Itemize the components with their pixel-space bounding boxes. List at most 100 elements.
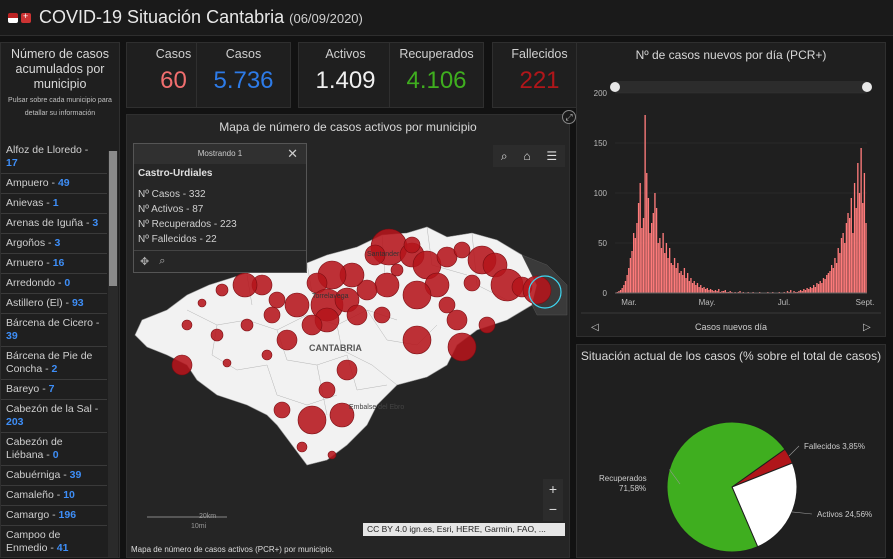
bar[interactable] — [700, 285, 702, 293]
case-bubble[interactable] — [403, 236, 421, 254]
case-bubble[interactable] — [222, 358, 232, 368]
bar[interactable] — [688, 281, 690, 293]
chevron-left-icon[interactable]: ◁ — [591, 322, 599, 333]
bar[interactable] — [822, 278, 825, 293]
bar[interactable] — [835, 263, 838, 293]
sidebar-scrollbar[interactable] — [108, 151, 118, 557]
case-bubble[interactable] — [273, 401, 291, 419]
case-bubble[interactable] — [373, 306, 391, 324]
case-bubble[interactable] — [478, 316, 496, 334]
map-panel[interactable]: Santander Torrelavega CANTABRIA Embalse … — [126, 114, 570, 558]
bar[interactable] — [633, 233, 635, 293]
bar[interactable] — [693, 281, 695, 293]
bar[interactable] — [682, 275, 684, 293]
bar[interactable] — [673, 258, 676, 293]
layer-list-icon[interactable]: ☰ — [546, 149, 558, 163]
bar[interactable] — [814, 287, 816, 293]
case-bubble[interactable] — [276, 329, 298, 351]
bar[interactable] — [685, 278, 687, 293]
bar[interactable] — [832, 268, 834, 293]
bar[interactable] — [811, 288, 813, 293]
zoom-out-button[interactable]: − — [548, 501, 558, 517]
bar[interactable] — [729, 291, 731, 293]
bar[interactable] — [844, 243, 846, 293]
bar[interactable] — [827, 273, 830, 293]
municipality-item[interactable]: Anievas - 1 — [1, 194, 107, 214]
bar[interactable] — [631, 251, 633, 293]
case-bubble[interactable] — [171, 354, 193, 376]
range-slider-handle[interactable] — [862, 82, 872, 92]
bar[interactable] — [790, 290, 792, 293]
case-bubble[interactable] — [240, 318, 254, 332]
bar[interactable] — [655, 208, 658, 293]
bar[interactable] — [706, 288, 708, 293]
bar[interactable] — [826, 275, 828, 293]
scrollbar-thumb[interactable] — [109, 151, 117, 286]
case-bubble[interactable] — [356, 279, 378, 301]
bar[interactable] — [842, 233, 844, 293]
bar[interactable] — [831, 265, 833, 293]
bar[interactable] — [644, 115, 646, 293]
range-slider-track[interactable] — [615, 81, 867, 93]
close-icon[interactable]: ✕ — [287, 146, 298, 161]
bar[interactable] — [816, 283, 818, 293]
bar[interactable] — [852, 233, 854, 293]
municipality-item[interactable]: Camaleño - 10 — [1, 486, 107, 506]
bar[interactable] — [840, 238, 843, 293]
municipality-item[interactable]: Arnuero - 16 — [1, 254, 107, 274]
municipality-item[interactable]: Campoo de Enmedio - 41 — [1, 526, 107, 557]
case-bubble[interactable] — [402, 325, 432, 355]
bar[interactable] — [641, 228, 643, 293]
bar[interactable] — [711, 290, 713, 293]
bar[interactable] — [696, 283, 699, 293]
bar[interactable] — [803, 289, 805, 293]
case-bubble[interactable] — [346, 304, 368, 326]
case-bubble[interactable] — [402, 280, 432, 310]
case-bubble[interactable] — [463, 274, 481, 292]
bar[interactable] — [786, 291, 789, 293]
bar[interactable] — [687, 273, 689, 293]
case-bubble[interactable] — [232, 272, 258, 298]
bar[interactable] — [669, 248, 671, 293]
municipality-item[interactable]: Alfoz de Lloredo - 17 — [1, 141, 107, 174]
case-bubble[interactable] — [438, 296, 456, 314]
case-bubble[interactable] — [446, 309, 468, 331]
bar[interactable] — [623, 285, 625, 293]
bar[interactable] — [670, 263, 672, 293]
pie-slice[interactable] — [731, 462, 798, 548]
bar[interactable] — [857, 163, 859, 293]
map-canvas[interactable]: Santander Torrelavega CANTABRIA Embalse … — [127, 115, 570, 558]
case-bubble[interactable] — [268, 291, 286, 309]
case-bubble[interactable] — [318, 381, 336, 399]
bar[interactable] — [839, 253, 841, 293]
bar[interactable] — [808, 289, 810, 293]
bar[interactable] — [716, 291, 718, 293]
map-attribution[interactable]: CC BY 4.0 ign.es, Esri, HERE, Garmin, FA… — [363, 523, 565, 536]
bar[interactable] — [665, 243, 668, 293]
case-bubble[interactable] — [329, 402, 355, 428]
bar[interactable] — [724, 290, 726, 293]
municipality-item[interactable]: Bárcena de Pie de Concha - 2 — [1, 347, 107, 380]
expand-icon[interactable]: ⤢ — [562, 110, 576, 124]
case-bubble[interactable] — [327, 450, 337, 460]
bar[interactable] — [683, 268, 686, 293]
municipality-item[interactable]: Bárcena de Cicero - 39 — [1, 314, 107, 347]
bar[interactable] — [798, 291, 800, 293]
bar[interactable] — [675, 268, 677, 293]
bar[interactable] — [691, 283, 694, 293]
municipality-item[interactable]: Cabezón de Liébana - 0 — [1, 433, 107, 466]
bar[interactable] — [855, 208, 857, 293]
bar[interactable] — [817, 284, 820, 293]
bar[interactable] — [862, 203, 864, 293]
case-bubble[interactable] — [261, 349, 273, 361]
bar[interactable] — [804, 290, 807, 293]
bar[interactable] — [660, 248, 663, 293]
bar[interactable] — [662, 233, 664, 293]
bar[interactable] — [858, 193, 861, 293]
case-bubble[interactable] — [374, 272, 400, 298]
daily-cases-chart[interactable]: 0 50 100 150 200 Mar. May. Jul. Sept. Casos nuevo… — [577, 67, 885, 335]
bar[interactable] — [709, 289, 712, 293]
bar[interactable] — [629, 258, 632, 293]
pie-slice[interactable] — [666, 421, 786, 553]
case-bubble[interactable] — [197, 298, 207, 308]
